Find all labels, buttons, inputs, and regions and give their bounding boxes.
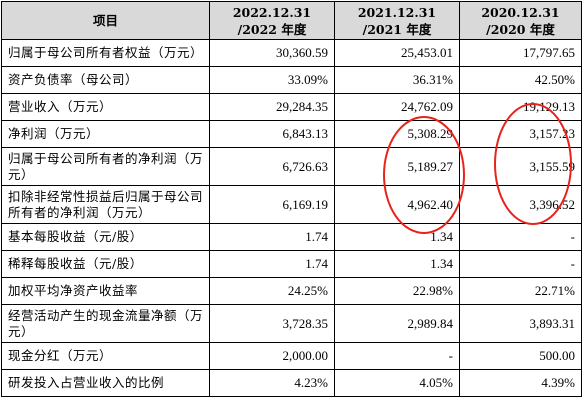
row-label: 基本每股收益（元/股）: [1, 223, 210, 251]
table-row: 净利润（万元） 6,843.13 5,308.29 3,157.23: [1, 120, 582, 148]
cell-value: 1.74: [209, 223, 335, 251]
cell-value: 1.34: [334, 250, 460, 278]
cell-value: 29,284.35: [209, 93, 335, 121]
table-row: 稀释每股收益（元/股） 1.74 1.34-: [1, 250, 582, 278]
table-row: 现金分红（万元） 2,000.00-500.00: [1, 342, 582, 370]
header-2022: 2022.12.31/2022 年度: [209, 1, 335, 40]
table-header-row: 项目 2022.12.31/2022 年度 2021.12.31/2021 年度…: [1, 1, 582, 40]
cell-value: 3,728.35: [209, 304, 335, 343]
table-row: 加权平均净资产收益率 24.25% 22.98% 22.71%: [1, 277, 582, 305]
cell-value: 24,762.09: [334, 93, 460, 121]
table-row: 扣除非经常性损益后归属于母公司所有者的净利润（万元） 6,169.19 4,962.…: [1, 185, 582, 224]
row-label: 加权平均净资产收益率: [1, 277, 210, 305]
header-2021: 2021.12.31/2021 年度: [334, 1, 460, 40]
cell-value: -: [334, 342, 460, 370]
cell-value: 1.34: [334, 223, 460, 251]
table-row: 资产负债率（母公司） 33.09% 36.31% 42.50%: [1, 66, 582, 94]
cell-value: 3,893.31: [459, 304, 582, 343]
row-label: 归属于母公司所有者的净利润（万元）: [1, 147, 210, 186]
cell-value: 4.39%: [459, 369, 582, 397]
cell-value: 17,797.65: [459, 39, 582, 67]
cell-value: 3,155.59: [459, 147, 582, 186]
cell-value: 3,396.52: [459, 185, 582, 224]
cell-value: 25,453.01: [334, 39, 460, 67]
cell-value: 4,962.40: [334, 185, 460, 224]
cell-value: 36.31%: [334, 66, 460, 94]
table-row: 归属于母公司所有者的净利润（万元） 6,726.63 5,189.27 3,155.5…: [1, 147, 582, 186]
financial-data-table: 项目 2022.12.31/2022 年度 2021.12.31/2021 年度…: [1, 1, 582, 397]
cell-value: 6,726.63: [209, 147, 335, 186]
cell-value: 19,129.13: [459, 93, 582, 121]
cell-value: 5,189.27: [334, 147, 460, 186]
row-label: 研发投入占营业收入的比例: [1, 369, 210, 397]
cell-value: 1.74: [209, 250, 335, 278]
table-row: 营业收入（万元） 29,284.35 24,762.09 19,129.13: [1, 93, 582, 121]
cell-value: 5,308.29: [334, 120, 460, 148]
cell-value: 22.71%: [459, 277, 582, 305]
row-label: 资产负债率（母公司）: [1, 66, 210, 94]
header-item: 项目: [1, 1, 210, 40]
cell-value: 2,989.84: [334, 304, 460, 343]
table-row: 研发投入占营业收入的比例 4.23% 4.05% 4.39%: [1, 369, 582, 397]
row-label: 经营活动产生的现金流量净额（万元）: [1, 304, 210, 343]
row-label: 营业收入（万元）: [1, 93, 210, 121]
row-label: 现金分红（万元）: [1, 342, 210, 370]
cell-value: 6,843.13: [209, 120, 335, 148]
cell-value: 24.25%: [209, 277, 335, 305]
cell-value: 42.50%: [459, 66, 582, 94]
cell-value: 3,157.23: [459, 120, 582, 148]
table-row: 基本每股收益（元/股） 1.74 1.34-: [1, 223, 582, 251]
cell-value: -: [459, 250, 582, 278]
row-label: 净利润（万元）: [1, 120, 210, 148]
cell-value: 500.00: [459, 342, 582, 370]
cell-value: 30,360.59: [209, 39, 335, 67]
cell-value: 6,169.19: [209, 185, 335, 224]
cell-value: 4.05%: [334, 369, 460, 397]
row-label: 稀释每股收益（元/股）: [1, 250, 210, 278]
cell-value: 33.09%: [209, 66, 335, 94]
cell-value: -: [459, 223, 582, 251]
row-label: 扣除非经常性损益后归属于母公司所有者的净利润（万元）: [1, 185, 210, 224]
cell-value: 4.23%: [209, 369, 335, 397]
row-label: 归属于母公司所有者权益（万元）: [1, 39, 210, 67]
cell-value: 22.98%: [334, 277, 460, 305]
table-row: 归属于母公司所有者权益（万元） 30,360.59 25,453.01 17,797.…: [1, 39, 582, 67]
cell-value: 2,000.00: [209, 342, 335, 370]
table-row: 经营活动产生的现金流量净额（万元） 3,728.35 2,989.84 3,893.3…: [1, 304, 582, 343]
header-2020: 2020.12.31/2020 年度: [459, 1, 582, 40]
